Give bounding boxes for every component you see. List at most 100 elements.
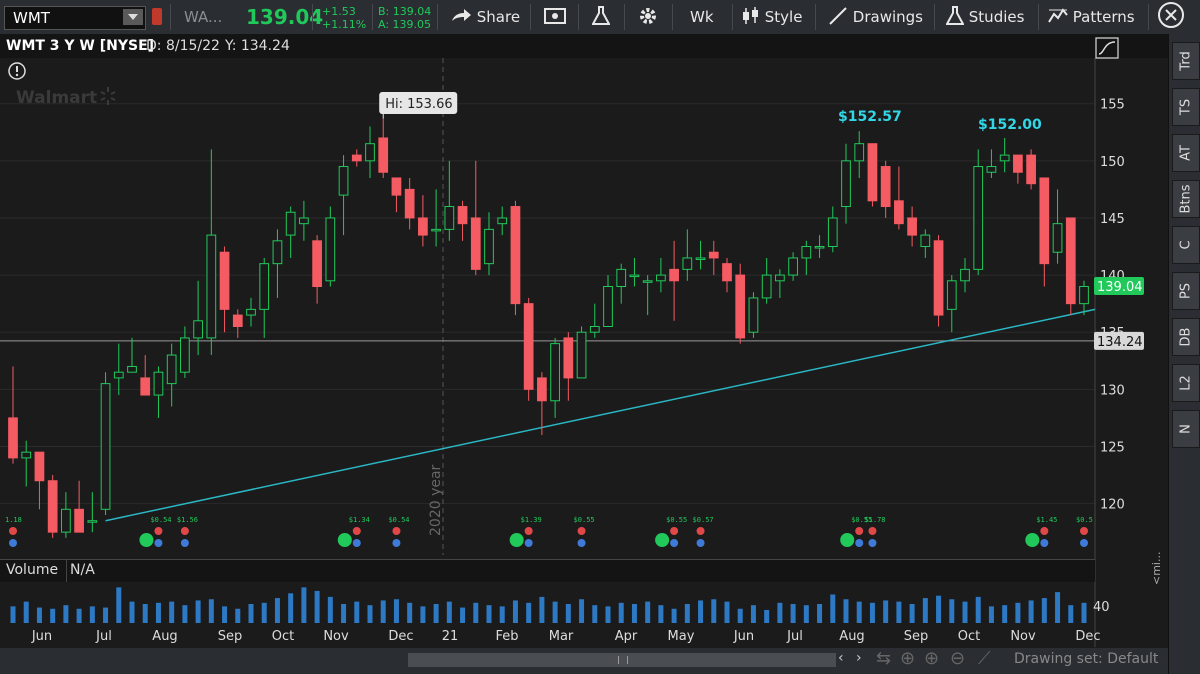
candle-down[interactable]	[140, 377, 151, 396]
earnings-marker-icon[interactable]	[154, 527, 163, 535]
candle-down[interactable]	[391, 177, 402, 196]
tab-at[interactable]: AT	[1172, 134, 1200, 172]
candle-down[interactable]	[351, 154, 362, 162]
dividend-icon[interactable]	[337, 533, 352, 547]
candle-down[interactable]	[880, 166, 891, 208]
earnings-marker-icon[interactable]	[868, 527, 877, 535]
candle-up[interactable]	[153, 371, 164, 396]
candle-up[interactable]	[113, 371, 124, 379]
candle-up[interactable]	[21, 451, 32, 459]
candle-up[interactable]	[246, 308, 256, 316]
candle-up[interactable]	[788, 257, 798, 276]
event-marker-icon[interactable]	[352, 539, 361, 547]
candle-up[interactable]	[827, 217, 838, 248]
candle-up[interactable]	[946, 280, 957, 310]
earnings-marker-icon[interactable]	[696, 527, 705, 535]
link-icon[interactable]	[152, 8, 162, 25]
candle-up[interactable]	[365, 143, 375, 162]
symbol-input[interactable]: WMT	[4, 6, 146, 30]
candle-down[interactable]	[907, 217, 917, 236]
candle-up[interactable]	[576, 331, 587, 379]
dividend-icon[interactable]	[509, 533, 524, 547]
candle-up[interactable]	[973, 166, 984, 270]
dividend-icon[interactable]	[139, 533, 154, 547]
share-button[interactable]: Share	[450, 0, 520, 34]
chevron-down-icon[interactable]	[123, 9, 143, 25]
candle-down[interactable]	[312, 240, 322, 288]
candle-up[interactable]	[299, 217, 309, 225]
settings-button[interactable]	[638, 0, 658, 34]
candle-up[interactable]	[695, 257, 706, 260]
earnings-marker-icon[interactable]	[1080, 527, 1088, 535]
flask-button[interactable]	[591, 0, 611, 34]
candle-up[interactable]	[272, 240, 283, 265]
candle-up[interactable]	[87, 520, 98, 523]
candle-down[interactable]	[418, 217, 428, 236]
expand-icon[interactable]: ⇆	[876, 648, 892, 669]
candle-up[interactable]	[338, 166, 349, 196]
crosshair-icon[interactable]: ⊕	[900, 648, 916, 669]
candle-down[interactable]	[537, 377, 547, 402]
candle-down[interactable]	[232, 314, 243, 327]
earnings-marker-icon[interactable]	[670, 527, 679, 535]
candle-up[interactable]	[656, 274, 666, 282]
event-marker-icon[interactable]	[670, 539, 679, 547]
candle-up[interactable]	[920, 234, 931, 248]
candle-up[interactable]	[259, 263, 270, 310]
event-marker-icon[interactable]	[1080, 539, 1088, 547]
alert-icon[interactable]	[8, 62, 26, 80]
earnings-marker-icon[interactable]	[855, 527, 864, 535]
tab-c[interactable]: C	[1172, 226, 1200, 264]
candle-down[interactable]	[47, 480, 58, 533]
drawing-set-selector[interactable]: Drawing set: Default	[1014, 651, 1159, 667]
candle-down[interactable]	[669, 268, 679, 282]
candle-up[interactable]	[484, 228, 494, 265]
candle-up[interactable]	[1052, 223, 1063, 253]
studies-button[interactable]: Studies	[945, 0, 1024, 34]
event-marker-icon[interactable]	[524, 539, 533, 547]
dividend-icon[interactable]	[1025, 533, 1040, 547]
zoom-out-icon[interactable]: ⊖	[950, 648, 966, 669]
tab-l2[interactable]: L2	[1172, 364, 1200, 402]
earnings-marker-icon[interactable]	[180, 527, 189, 535]
candle-down[interactable]	[470, 217, 481, 270]
tab-ps[interactable]: PS	[1172, 272, 1200, 310]
candle-up[interactable]	[497, 217, 508, 225]
earnings-marker-icon[interactable]	[392, 527, 401, 535]
candle-up[interactable]	[166, 354, 177, 385]
candle-down[interactable]	[708, 251, 719, 259]
candle-down[interactable]	[219, 251, 230, 310]
auto-scale-icon[interactable]	[1095, 37, 1119, 59]
candle-down[interactable]	[34, 451, 45, 482]
candle-up[interactable]	[61, 508, 71, 533]
candle-up[interactable]	[775, 274, 785, 282]
earnings-marker-icon[interactable]	[577, 527, 586, 535]
candle-up[interactable]	[603, 286, 613, 327]
tab-ts[interactable]: TS	[1172, 88, 1200, 126]
event-marker-icon[interactable]	[855, 539, 864, 547]
timeframe-dropdown[interactable]: Wk	[690, 0, 714, 34]
snapshot-button[interactable]	[544, 0, 566, 34]
event-marker-icon[interactable]	[392, 539, 401, 547]
event-marker-icon[interactable]	[577, 539, 586, 547]
tab-btns[interactable]: Btns	[1172, 180, 1200, 218]
candle-up[interactable]	[444, 206, 455, 230]
patterns-button[interactable]: Patterns	[1048, 0, 1135, 34]
candle-up[interactable]	[431, 228, 441, 232]
candle-down[interactable]	[1013, 154, 1023, 173]
scroll-right-button[interactable]: ›	[856, 650, 862, 666]
candle-up[interactable]	[814, 246, 825, 249]
candle-up[interactable]	[854, 143, 865, 162]
event-marker-icon[interactable]	[868, 539, 877, 547]
candle-up[interactable]	[616, 268, 627, 288]
candle-down[interactable]	[523, 303, 534, 390]
style-button[interactable]: Style	[742, 0, 802, 34]
candle-up[interactable]	[960, 268, 970, 282]
drawings-button[interactable]: Drawings	[828, 0, 923, 34]
candle-down[interactable]	[735, 274, 746, 339]
earnings-marker-icon[interactable]	[352, 527, 361, 535]
candle-up[interactable]	[761, 274, 772, 299]
candle-up[interactable]	[986, 166, 997, 173]
candle-up[interactable]	[589, 325, 600, 333]
event-marker-icon[interactable]	[1040, 539, 1049, 547]
